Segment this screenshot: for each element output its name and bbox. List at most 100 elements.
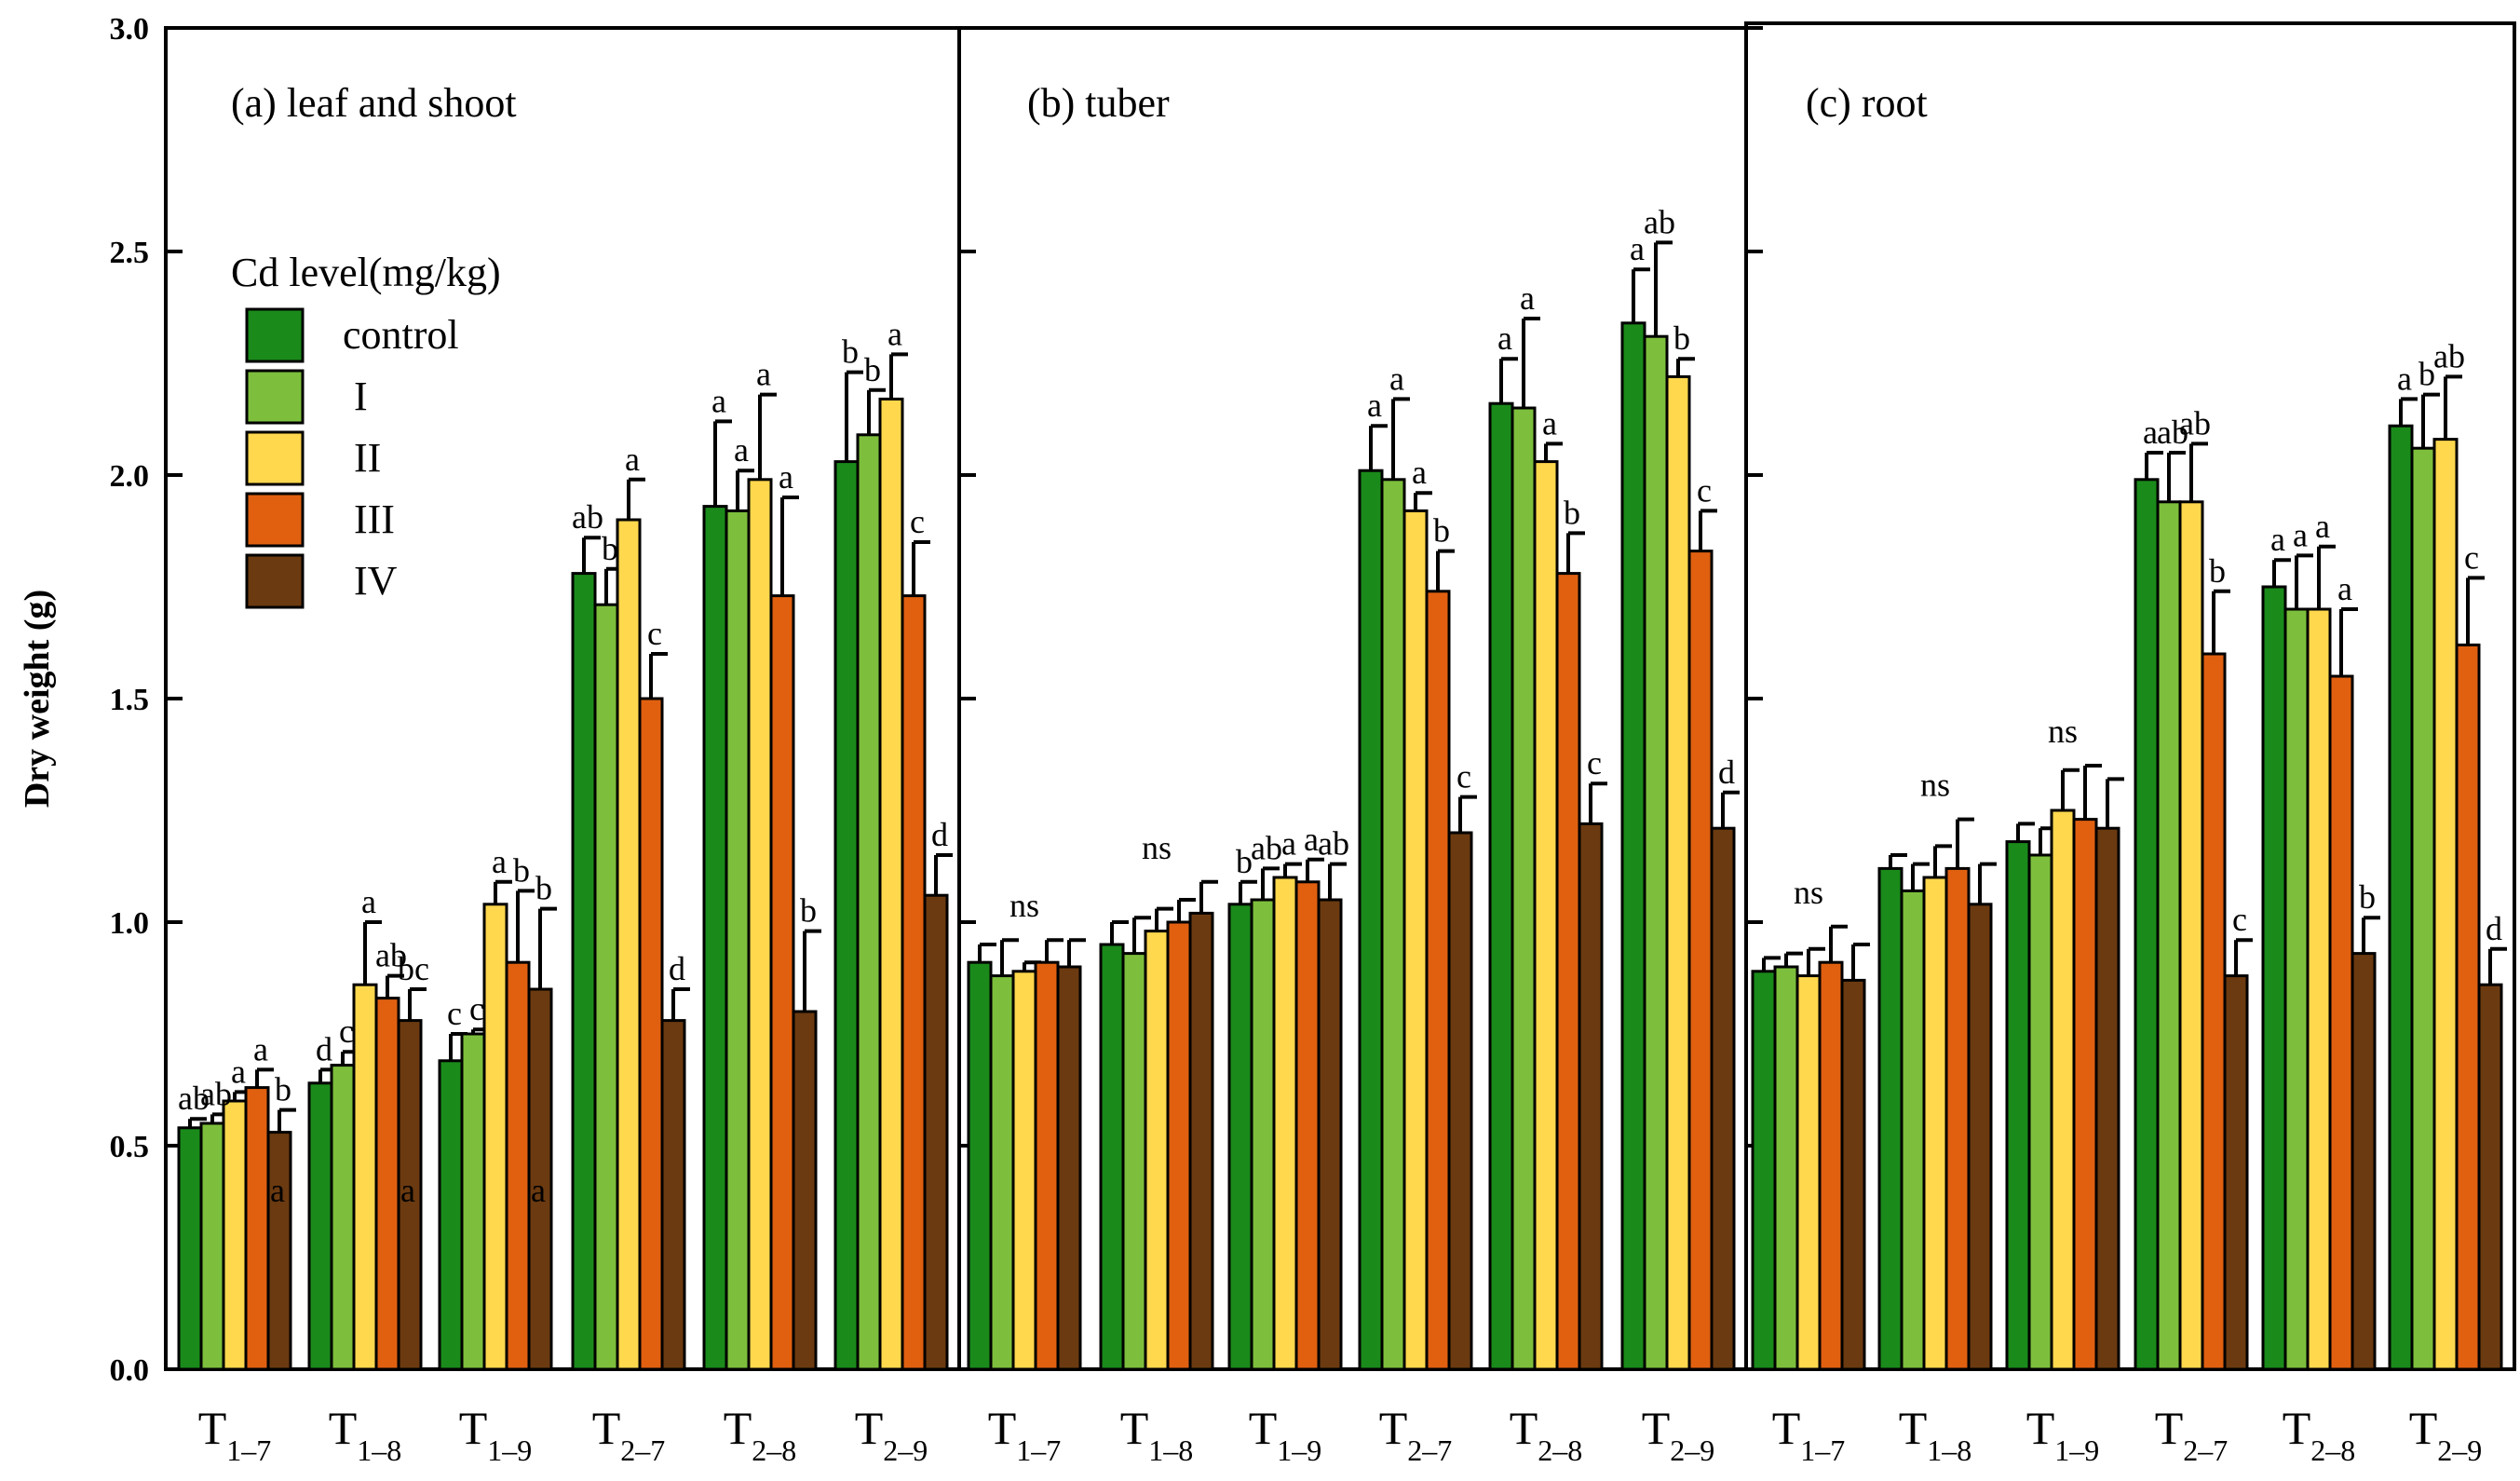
significance-letter: ab bbox=[200, 1075, 232, 1112]
bar bbox=[374, 997, 400, 1371]
x-tick-sub: 1–8 bbox=[1148, 1433, 1193, 1467]
bar bbox=[1227, 903, 1253, 1371]
significance-letter: c bbox=[910, 503, 925, 540]
x-tick-label: T2–7 bbox=[2155, 1402, 2229, 1467]
bar bbox=[878, 397, 904, 1371]
significance-letter: d bbox=[931, 816, 948, 853]
significance-letter: b bbox=[1433, 512, 1450, 550]
bar bbox=[2050, 808, 2076, 1371]
bar bbox=[1425, 590, 1451, 1371]
x-tick-label: T2–9 bbox=[855, 1402, 928, 1467]
x-tick-label: T1–9 bbox=[459, 1402, 533, 1467]
bars bbox=[177, 240, 2507, 1371]
ns-label: ns bbox=[1142, 829, 1172, 866]
significance-letter: c bbox=[1587, 744, 1602, 781]
significance-letter: a bbox=[887, 315, 902, 352]
legend-swatch bbox=[245, 492, 305, 548]
bar bbox=[989, 974, 1015, 1371]
significance-letter: a bbox=[1630, 230, 1645, 267]
bar bbox=[2005, 840, 2031, 1371]
significance-letter: b bbox=[1673, 319, 1690, 357]
significance-letter: b bbox=[2359, 878, 2376, 916]
significance-letter: a bbox=[1367, 387, 1382, 424]
bar bbox=[2351, 952, 2377, 1371]
bar bbox=[438, 1059, 464, 1371]
bar bbox=[660, 1019, 686, 1371]
y-tick-label: 0.0 bbox=[110, 1353, 150, 1388]
bar bbox=[2410, 446, 2436, 1371]
x-tick-main: T bbox=[2283, 1402, 2311, 1454]
panel-title: (b) tuber bbox=[1027, 80, 1170, 126]
significance-letter: a bbox=[1497, 319, 1512, 357]
significance-letter: b bbox=[2418, 356, 2435, 393]
x-tick-label: T2–8 bbox=[724, 1402, 797, 1467]
x-tick-main: T bbox=[329, 1402, 358, 1454]
significance-letter: a bbox=[2337, 570, 2352, 607]
bar bbox=[482, 903, 508, 1371]
significance-letter: c bbox=[2232, 901, 2247, 938]
significance-letter: a bbox=[1520, 279, 1535, 317]
bar bbox=[1877, 866, 1904, 1371]
bar bbox=[1710, 826, 1736, 1371]
bar bbox=[1840, 978, 1866, 1371]
bar bbox=[2156, 500, 2182, 1371]
significance-letter: ab bbox=[2433, 337, 2465, 374]
x-tick-main: T bbox=[855, 1402, 884, 1454]
bar bbox=[1620, 321, 1646, 1371]
bar bbox=[1751, 970, 1777, 1371]
significance-letter: bc bbox=[398, 950, 429, 987]
x-tick-sub: 1–7 bbox=[1016, 1433, 1061, 1467]
x-tick-label: T1–8 bbox=[329, 1402, 402, 1467]
bar bbox=[460, 1032, 486, 1371]
significance-letter: a bbox=[1281, 825, 1296, 863]
x-tick-sub: 2–8 bbox=[1538, 1433, 1582, 1467]
significance-letter: a bbox=[2315, 508, 2330, 545]
bar bbox=[2223, 974, 2249, 1371]
significance-letter: c bbox=[2464, 538, 2479, 576]
legend-label: control bbox=[343, 312, 459, 358]
x-tick-sub: 2–9 bbox=[883, 1433, 928, 1467]
significance-letter: a bbox=[2293, 516, 2308, 553]
bar bbox=[1555, 572, 1581, 1371]
bar bbox=[2455, 643, 2481, 1371]
significance-letter: ab bbox=[1251, 829, 1282, 866]
significance-letter: ab bbox=[572, 498, 603, 536]
legend-swatch bbox=[245, 307, 305, 363]
bar bbox=[638, 697, 664, 1371]
significance-letter: a bbox=[625, 441, 640, 478]
x-tick-main: T bbox=[988, 1402, 1017, 1454]
bar bbox=[833, 460, 860, 1371]
significance-letter: a bbox=[2397, 360, 2412, 397]
x-tick-sub: 1–9 bbox=[1277, 1433, 1321, 1467]
significance-letter: b bbox=[842, 333, 859, 371]
bar bbox=[856, 433, 882, 1371]
significance-letter: c bbox=[469, 990, 484, 1027]
significance-letter: a bbox=[400, 1172, 415, 1209]
bar bbox=[2178, 500, 2204, 1371]
bar bbox=[244, 1086, 270, 1371]
bar bbox=[2306, 607, 2332, 1371]
y-tick-label: 0.5 bbox=[110, 1130, 150, 1164]
bar bbox=[1511, 406, 1537, 1371]
bar bbox=[1533, 460, 1559, 1371]
bar bbox=[2261, 585, 2287, 1371]
bar bbox=[352, 983, 378, 1371]
x-tick-label: T2–8 bbox=[2283, 1402, 2356, 1467]
x-tick-label: T1–9 bbox=[2026, 1402, 2100, 1467]
significance-letter: d bbox=[2486, 910, 2502, 947]
bar bbox=[1358, 469, 1384, 1371]
panels: (a) leaf and shoot (b) tuber (c) root bbox=[164, 21, 2516, 1371]
bar bbox=[1967, 903, 1993, 1371]
x-tick-label: T1–8 bbox=[1899, 1402, 1972, 1467]
significance-letter: a bbox=[1412, 454, 1427, 491]
bar bbox=[1795, 974, 1822, 1371]
x-tick-sub: 2–8 bbox=[2310, 1433, 2355, 1467]
bar bbox=[616, 518, 642, 1371]
x-tick-sub: 2–8 bbox=[752, 1433, 796, 1467]
bar bbox=[1773, 965, 1799, 1371]
bar bbox=[1250, 898, 1276, 1371]
bar bbox=[177, 1126, 203, 1371]
x-tick-main: T bbox=[592, 1402, 621, 1454]
legend-swatch bbox=[245, 553, 305, 609]
